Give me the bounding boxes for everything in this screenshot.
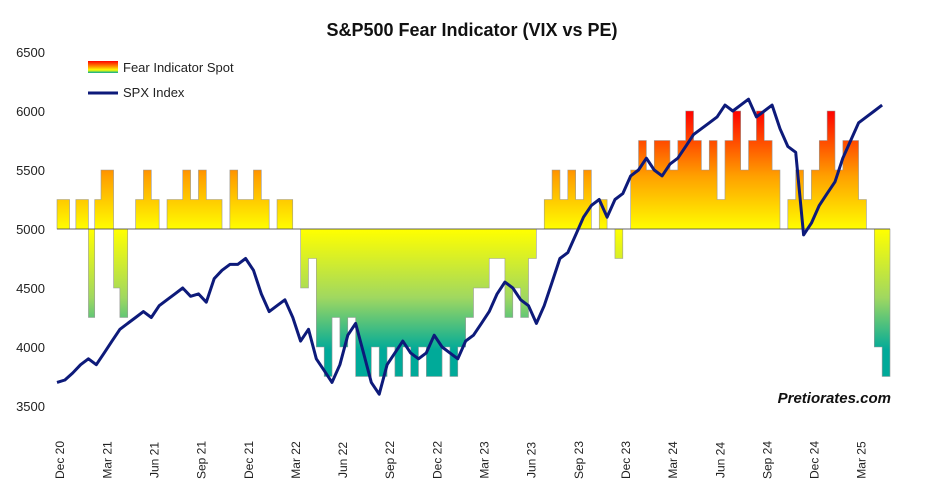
x-tick-label: Dec 21 bbox=[242, 441, 256, 479]
x-tick-label: Sep 22 bbox=[383, 441, 397, 479]
x-tick-label: Dec 24 bbox=[808, 441, 822, 479]
x-tick-label: Dec 20 bbox=[53, 441, 67, 479]
y-tick-label: 6000 bbox=[16, 104, 45, 119]
x-tick-label: Jun 22 bbox=[336, 442, 350, 478]
x-tick-label: Mar 21 bbox=[100, 441, 114, 479]
x-tick-label: Mar 24 bbox=[666, 441, 680, 479]
y-tick-label: 6500 bbox=[16, 45, 45, 60]
x-tick-label: Sep 23 bbox=[572, 441, 586, 479]
chart-title: S&P500 Fear Indicator (VIX vs PE) bbox=[326, 20, 617, 40]
y-tick-label: 4000 bbox=[16, 340, 45, 355]
x-axis: Dec 20 Mar 21 Jun 21 Sep 21 Dec 21 Mar 22 Jun … bbox=[53, 441, 869, 479]
y-tick-label: 3500 bbox=[16, 399, 45, 414]
y-axis: 3500 4000 4500 5000 5500 6000 6500 bbox=[16, 45, 45, 414]
x-tick-label: Mar 25 bbox=[855, 441, 869, 479]
credit-watermark: Pretiorates.com bbox=[778, 390, 891, 407]
x-tick-label: Dec 22 bbox=[430, 441, 444, 479]
x-tick-label: Jun 23 bbox=[525, 442, 539, 478]
legend-swatch-fear bbox=[88, 61, 118, 73]
spx-line-group bbox=[56, 97, 884, 396]
legend-label-fear: Fear Indicator Spot bbox=[123, 60, 234, 75]
x-tick-label: Jun 24 bbox=[713, 442, 727, 478]
y-tick-label: 5000 bbox=[16, 222, 45, 237]
x-tick-label: Mar 23 bbox=[478, 441, 492, 479]
x-tick-label: Mar 22 bbox=[289, 441, 303, 479]
x-tick-label: Jun 21 bbox=[147, 442, 161, 478]
legend: Fear Indicator Spot SPX Index bbox=[88, 60, 234, 100]
fear-area-below bbox=[88, 230, 891, 377]
y-tick-label: 4500 bbox=[16, 281, 45, 296]
x-tick-label: Dec 23 bbox=[619, 441, 633, 479]
x-tick-label: Sep 21 bbox=[195, 441, 209, 479]
legend-label-spx: SPX Index bbox=[123, 85, 185, 100]
y-tick-label: 5500 bbox=[16, 163, 45, 178]
spx-line bbox=[56, 97, 884, 396]
x-tick-label: Sep 24 bbox=[760, 441, 774, 479]
